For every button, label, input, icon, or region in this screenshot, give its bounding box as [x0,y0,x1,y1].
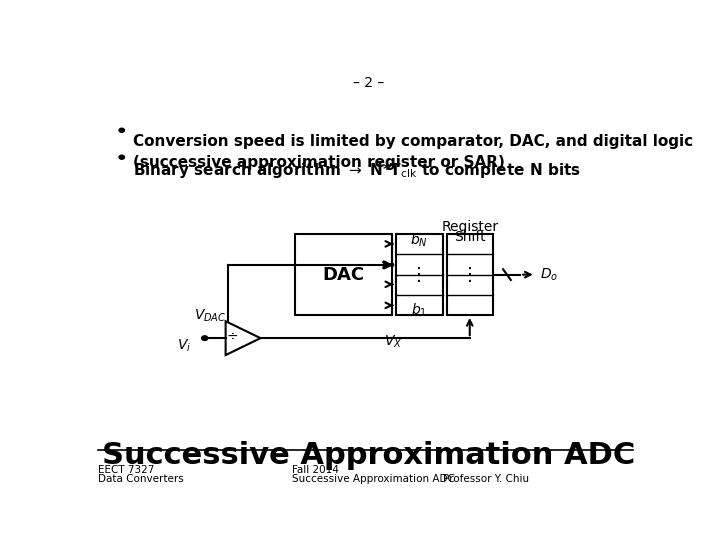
Text: Data Converters: Data Converters [98,475,184,484]
Text: EECT 7327: EECT 7327 [98,465,154,475]
Text: $b_N$: $b_N$ [410,232,428,249]
Text: ⋮: ⋮ [410,266,428,284]
Circle shape [119,155,125,159]
Circle shape [119,128,125,132]
Text: $D_o$: $D_o$ [539,266,558,283]
Text: $V_i$: $V_i$ [176,338,191,354]
Text: $V_{DAC}$: $V_{DAC}$ [194,307,226,324]
Text: Fall 2014: Fall 2014 [292,465,338,475]
Text: – 2 –: – 2 – [354,76,384,90]
Text: Shift: Shift [454,230,485,244]
Text: $V_X$: $V_X$ [384,333,403,350]
Bar [446,234,493,315]
Text: Conversion speed is limited by comparator, DAC, and digital logic
(successive ap: Conversion speed is limited by comparato… [132,134,693,170]
Text: Successive Approximation ADC: Successive Approximation ADC [292,475,454,484]
Text: Register: Register [441,220,498,234]
Bar [295,234,392,315]
Text: ÷: ÷ [226,329,238,343]
Text: DAC: DAC [323,266,365,284]
Text: Professor Y. Chiu: Professor Y. Chiu [443,475,528,484]
Bar [396,234,443,315]
Text: Successive Approximation ADC: Successive Approximation ADC [102,441,636,470]
Text: Binary search algorithm $\rightarrow$ N*T$_{\rm clk}$ to complete N bits: Binary search algorithm $\rightarrow$ N*… [132,161,580,180]
Text: ⋮: ⋮ [461,266,479,284]
Circle shape [202,336,208,340]
Text: $b_1$: $b_1$ [411,301,428,319]
